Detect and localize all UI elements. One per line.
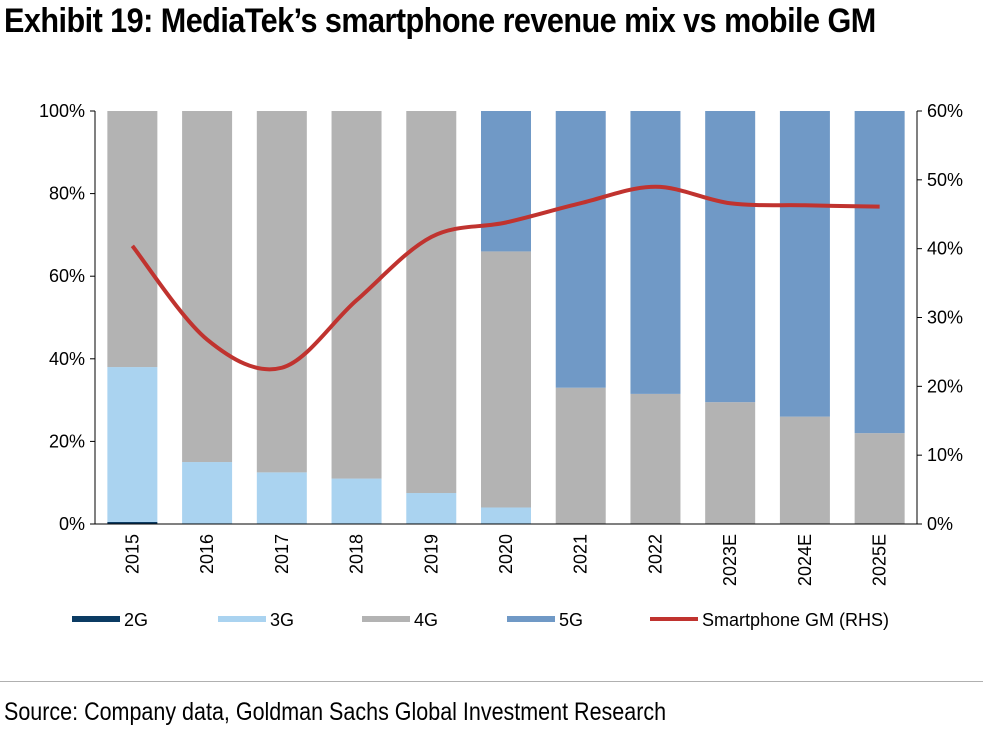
bar-2g-2015 xyxy=(107,521,158,524)
bar-3g-2020 xyxy=(481,507,531,524)
y-tick-left-label: 40% xyxy=(49,349,85,369)
x-tick-label: 2019 xyxy=(421,534,441,574)
bar-3g-2016 xyxy=(182,462,233,524)
y-tick-right-label: 40% xyxy=(927,239,963,259)
axes-layer: 0% 20% 40% 60% 80% 100% 0% 10% 20% 30% 40% 50% 60% 20… xyxy=(39,101,963,586)
y-tick-left-label: 0% xyxy=(59,514,85,534)
bar-5g-2021 xyxy=(555,111,606,388)
y-tick-left-label: 100% xyxy=(39,101,85,121)
bar-4g-2024e xyxy=(779,416,830,524)
bar-4g-2022 xyxy=(630,393,681,524)
y-tick-right-label: 20% xyxy=(927,376,963,396)
x-tick-label: 2015 xyxy=(122,534,142,574)
bar-3g-2019 xyxy=(406,493,457,524)
bar-3g-2015 xyxy=(107,367,158,522)
legend: 2G 3G 4G 5G Smartphone GM (RHS) xyxy=(72,610,889,630)
line-layer xyxy=(130,184,880,372)
source-divider xyxy=(0,681,983,682)
x-tick-label: 2018 xyxy=(347,534,367,574)
x-tick-label: 2016 xyxy=(197,534,217,574)
bar-3g-2018 xyxy=(331,478,382,524)
y-tick-left-label: 80% xyxy=(49,184,85,204)
legend-swatch-5g xyxy=(507,616,555,622)
legend-label-smartphone-gm: Smartphone GM (RHS) xyxy=(702,610,889,630)
source-note: Source: Company data, Goldman Sachs Glob… xyxy=(4,698,667,726)
legend-label-4g: 4G xyxy=(414,610,438,630)
bar-4g-2021 xyxy=(555,387,606,524)
bar-4g-2025e xyxy=(854,433,905,524)
legend-swatch-3g xyxy=(218,616,266,622)
x-tick-label: 2023E xyxy=(720,534,740,586)
y-tick-right-label: 10% xyxy=(927,445,963,465)
bar-4g-2017 xyxy=(256,111,307,473)
bar-4g-2015 xyxy=(107,111,158,368)
y-tick-right-label: 0% xyxy=(927,514,953,534)
bar-5g-2024e xyxy=(779,111,830,417)
y-tick-right-label: 50% xyxy=(927,170,963,190)
bar-4g-2018 xyxy=(331,111,382,479)
bar-5g-2020 xyxy=(481,111,531,252)
bars-layer xyxy=(107,111,905,524)
bar-5g-2022 xyxy=(630,111,681,394)
bar-4g-2023e xyxy=(705,402,756,524)
x-tick-label: 2020 xyxy=(496,534,516,574)
y-tick-right-label: 30% xyxy=(927,308,963,328)
bar-3g-2017 xyxy=(256,472,307,524)
y-tick-right-label: 60% xyxy=(927,101,963,121)
legend-label-5g: 5G xyxy=(559,610,583,630)
bar-5g-2025e xyxy=(854,111,905,434)
bar-5g-2023e xyxy=(705,111,756,403)
x-tick-label: 2017 xyxy=(272,534,292,574)
bar-4g-2019 xyxy=(406,111,457,494)
x-tick-label: 2024E xyxy=(795,534,815,586)
bar-4g-2016 xyxy=(182,111,233,463)
legend-swatch-4g xyxy=(362,616,410,622)
legend-label-2g: 2G xyxy=(124,610,148,630)
bar-4g-2020 xyxy=(481,251,531,508)
chart-canvas: 0% 20% 40% 60% 80% 100% 0% 10% 20% 30% 40% 50% 60% 20… xyxy=(39,101,963,630)
legend-swatch-2g xyxy=(72,616,120,622)
x-tick-label: 2022 xyxy=(645,534,665,574)
y-tick-left-label: 60% xyxy=(49,266,85,286)
x-tick-label: 2021 xyxy=(571,534,591,574)
x-tick-label: 2025E xyxy=(870,534,890,586)
y-tick-left-label: 20% xyxy=(49,431,85,451)
legend-label-3g: 3G xyxy=(270,610,294,630)
chart-title: Exhibit 19: MediaTek’s smartphone revenu… xyxy=(4,2,876,40)
series-line-smartphone-gm xyxy=(130,184,880,372)
